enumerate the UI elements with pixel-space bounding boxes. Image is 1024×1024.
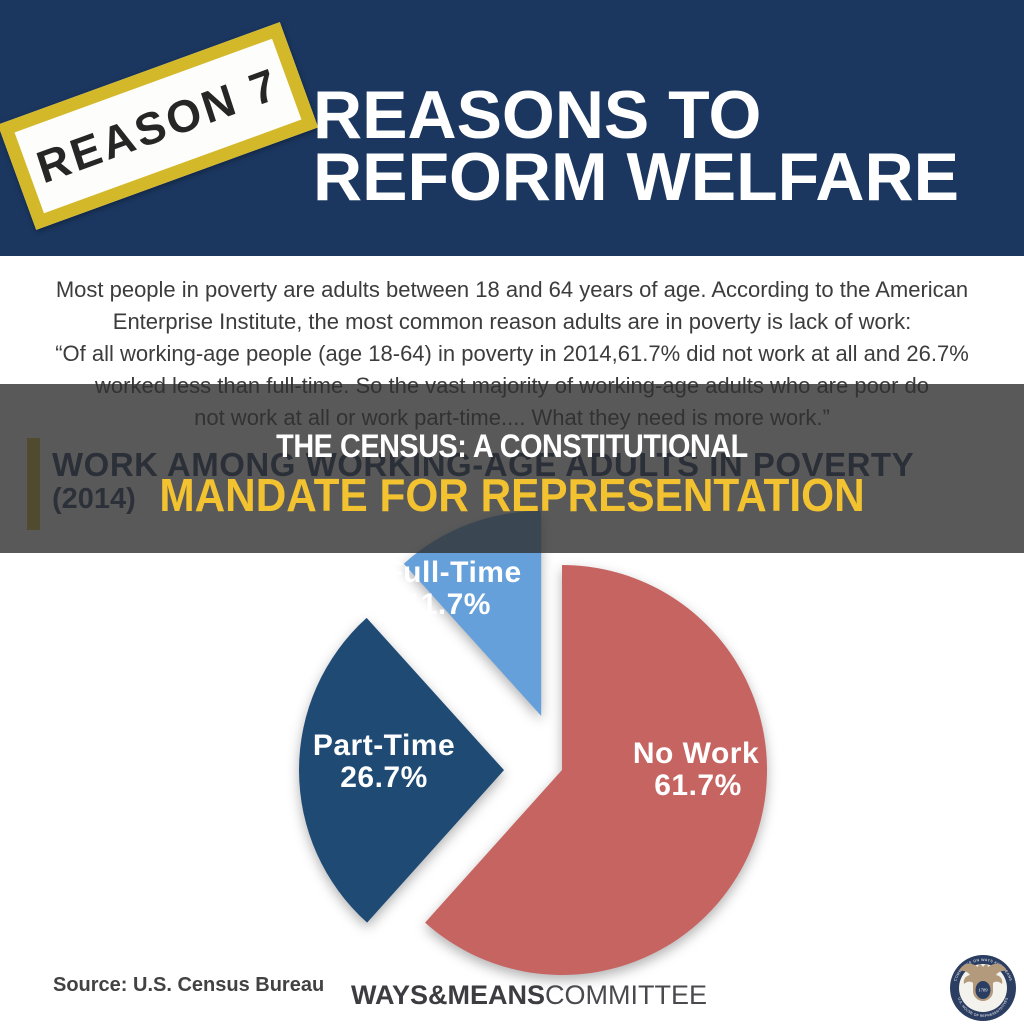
logo-light-text: COMMITTEE [545,980,708,1010]
caption-overlay-band: THE CENSUS: A CONSTITUTIONAL MANDATE FOR… [0,384,1024,553]
page-title-line2: REFORM WELFARE [313,139,959,215]
overlay-title-line1: THE CENSUS: A CONSTITUTIONAL [276,428,748,464]
page-title: REASONS TO REFORM WELFARE [313,77,959,215]
ways-and-means-committee-seal-icon: COMMITTEE ON WAYS AND MEANS U.S. HOUSE O… [950,955,1016,1021]
pie-slice-part-time [299,617,505,923]
source-attribution: Source: U.S. Census Bureau [53,974,325,996]
seal-center-oval [975,981,991,999]
intro-line: Enterprise Institute, the most common re… [112,309,912,334]
pie-label-full-time-percent: 11.7% [405,588,491,621]
intro-line: “Of all working-age people (age 18-64) i… [55,341,969,366]
pie-label-part-time-percent: 26.7% [340,761,428,794]
page-title-line1: REASONS TO [313,77,762,153]
overlay-title-line2: MANDATE FOR REPRESENTATION [159,469,865,521]
pie-label-full-time: Full-Time [384,556,521,589]
pie-slice-no-work [425,565,768,976]
pie-label-no-work: No Work [633,737,759,770]
seal-year: 1789 [978,988,988,993]
logo-bold-text: WAYS&MEANS [351,980,546,1010]
pie-slice-full-time [403,510,542,716]
pie-label-part-time: Part-Time [313,729,455,762]
header-band: REASON 7 REASONS TO REFORM WELFARE [0,0,1024,256]
ways-and-means-logo: WAYS&MEANSCOMMITTEE [351,980,707,1011]
pie-label-no-work-percent: 61.7% [654,769,742,802]
intro-line: Most people in poverty are adults betwee… [55,277,969,302]
